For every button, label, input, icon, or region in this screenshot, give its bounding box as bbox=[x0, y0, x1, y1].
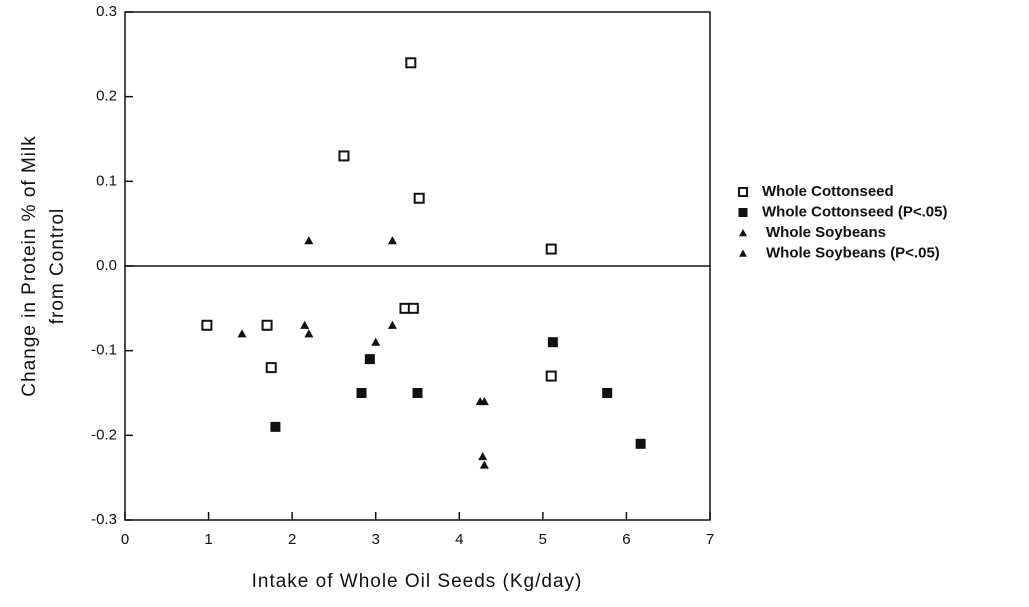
marker bbox=[304, 329, 314, 338]
x-tick-label: 0 bbox=[121, 531, 129, 548]
legend-marker bbox=[739, 249, 747, 257]
x-tick-label: 5 bbox=[539, 531, 547, 548]
legend-marker bbox=[738, 208, 748, 217]
x-tick-label: 1 bbox=[204, 531, 212, 548]
marker bbox=[356, 388, 367, 398]
legend-label: Whole Soybeans (P<.05) bbox=[766, 244, 940, 261]
legend-marker bbox=[738, 187, 748, 197]
x-tick-label: 7 bbox=[706, 531, 714, 548]
x-tick-label: 6 bbox=[622, 531, 630, 548]
legend-marker bbox=[739, 229, 747, 237]
x-axis-title: Intake of Whole Oil Seeds (Kg/day) bbox=[252, 571, 583, 592]
marker bbox=[412, 388, 423, 398]
marker bbox=[407, 302, 419, 314]
marker bbox=[475, 396, 485, 406]
marker bbox=[413, 192, 425, 204]
y-tick-label: -0.2 bbox=[91, 426, 117, 443]
x-tick-label: 3 bbox=[372, 531, 380, 548]
y-tick-label: -0.3 bbox=[91, 511, 117, 528]
marker bbox=[270, 421, 281, 432]
marker bbox=[635, 438, 646, 449]
x-tick-label: 2 bbox=[288, 531, 296, 548]
x-tick-label: 4 bbox=[455, 531, 463, 548]
marker bbox=[545, 243, 557, 255]
y-tick-label: -0.1 bbox=[91, 342, 117, 359]
marker bbox=[237, 329, 247, 338]
marker bbox=[547, 337, 558, 348]
marker bbox=[387, 320, 397, 329]
marker bbox=[479, 460, 489, 469]
y-tick-label: 0.0 bbox=[96, 257, 117, 274]
marker bbox=[371, 337, 381, 346]
marker bbox=[478, 452, 488, 461]
marker bbox=[304, 236, 314, 245]
marker bbox=[364, 354, 375, 365]
marker bbox=[300, 320, 310, 329]
marker bbox=[405, 57, 417, 69]
marker bbox=[545, 370, 557, 382]
marker bbox=[602, 388, 613, 398]
y-tick-label: 0.2 bbox=[96, 88, 117, 105]
marker bbox=[265, 362, 277, 374]
legend-label: Whole Cottonseed (P<.05) bbox=[762, 203, 947, 220]
y-axis-title: Change in Protein % of Milk bbox=[19, 135, 40, 396]
y-axis-title: from Control bbox=[47, 208, 68, 325]
legend-label: Whole Soybeans bbox=[766, 224, 886, 241]
y-tick-label: 0.3 bbox=[96, 3, 117, 20]
marker bbox=[338, 150, 350, 162]
marker bbox=[387, 236, 397, 245]
y-tick-label: 0.1 bbox=[96, 172, 117, 189]
marker bbox=[261, 319, 273, 331]
marker bbox=[201, 319, 213, 331]
legend-label: Whole Cottonseed bbox=[762, 183, 894, 200]
